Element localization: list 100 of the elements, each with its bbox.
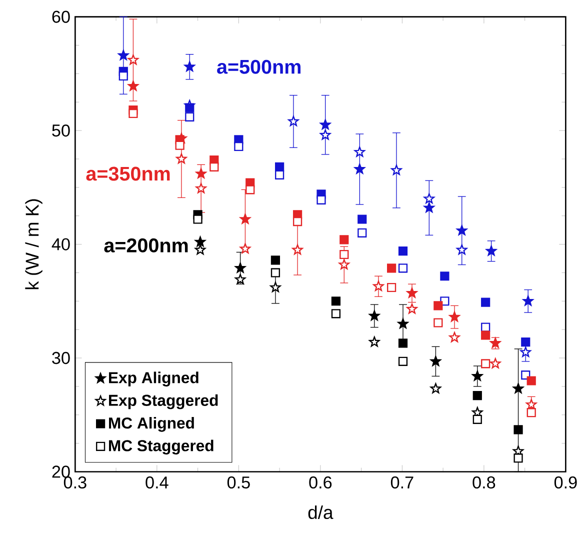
point: [434, 318, 443, 328]
point: [340, 250, 349, 260]
legend-label: Exp Staggered: [109, 394, 218, 410]
point: [398, 246, 408, 256]
legend-label: Exp Aligned: [109, 372, 198, 386]
point: [526, 376, 536, 386]
point: [196, 168, 206, 178]
point: [424, 193, 435, 204]
point: [472, 390, 482, 400]
point: [369, 310, 380, 321]
y-tick-label: 50: [52, 124, 70, 137]
point: [398, 356, 408, 366]
point: [391, 164, 402, 175]
point: [175, 140, 184, 150]
point: [481, 359, 490, 368]
point: [275, 170, 284, 180]
point: [185, 112, 194, 122]
y-tick-label: 40: [52, 238, 70, 250]
point: [316, 195, 326, 204]
point: [288, 116, 299, 126]
point: [449, 332, 460, 342]
point: [430, 356, 442, 366]
point: [472, 414, 482, 424]
point: [481, 298, 490, 307]
point: [354, 146, 366, 157]
point: [210, 162, 219, 172]
point: [292, 244, 303, 255]
point: [398, 318, 408, 329]
legend-label: MC Aligned: [109, 417, 194, 432]
y-tick-label: 30: [52, 352, 70, 364]
x-tick-label: 0.6: [309, 476, 332, 489]
legend-label: MC Staggered: [109, 440, 214, 454]
point: [270, 256, 280, 265]
point: [456, 244, 468, 255]
point: [331, 309, 341, 318]
x-tick-label: 0.8: [472, 476, 496, 489]
point: [128, 80, 139, 91]
point: [434, 301, 443, 310]
point: [430, 383, 442, 394]
point: [194, 244, 206, 255]
point: [320, 129, 331, 140]
point: [406, 303, 418, 314]
point: [358, 214, 367, 224]
point: [270, 268, 280, 278]
point: [354, 164, 366, 174]
x-tick-label: 0.7: [390, 476, 414, 489]
point: [196, 182, 206, 194]
point: [185, 103, 194, 112]
point: [320, 119, 331, 130]
x-tick-label: 0.5: [227, 476, 250, 489]
point: [490, 358, 501, 368]
point: [440, 272, 450, 281]
x-tick-label: 0.3: [64, 476, 86, 489]
point: [526, 399, 537, 410]
point: [246, 185, 255, 194]
point: [193, 214, 202, 224]
point: [194, 236, 206, 247]
x-tick-label: 0.9: [554, 476, 577, 489]
y-tick-label: 20: [52, 466, 70, 478]
point: [240, 214, 251, 224]
point: [292, 216, 302, 226]
point: [522, 296, 534, 306]
point: [338, 259, 350, 270]
point: [398, 338, 408, 348]
point: [128, 54, 139, 65]
point: [118, 50, 129, 60]
point: [398, 264, 408, 273]
point: [234, 142, 244, 151]
point: [369, 336, 380, 347]
x-axis-title: d/a: [308, 505, 334, 520]
point: [184, 61, 195, 72]
point: [514, 425, 523, 434]
annotation: a=200nm: [104, 238, 188, 252]
annotation: a=500nm: [217, 60, 300, 74]
point: [387, 282, 396, 292]
point: [118, 71, 128, 80]
point: [486, 245, 497, 256]
point: [512, 383, 524, 394]
point: [406, 288, 418, 298]
point: [472, 370, 483, 381]
point: [270, 282, 281, 292]
point: [234, 274, 246, 284]
point: [373, 280, 384, 291]
point: [520, 346, 531, 357]
point: [481, 330, 490, 340]
x-tick-label: 0.4: [146, 476, 168, 489]
point: [521, 338, 530, 347]
point: [128, 108, 138, 118]
point: [526, 408, 536, 418]
point: [176, 153, 187, 164]
point: [358, 228, 367, 238]
point: [456, 225, 468, 236]
annotation: a=350nm: [86, 166, 170, 181]
y-tick-label: 60: [52, 10, 70, 23]
point: [424, 202, 435, 213]
point: [449, 311, 460, 322]
point: [234, 262, 246, 273]
point: [340, 235, 349, 244]
point: [514, 454, 523, 463]
point: [331, 296, 341, 306]
